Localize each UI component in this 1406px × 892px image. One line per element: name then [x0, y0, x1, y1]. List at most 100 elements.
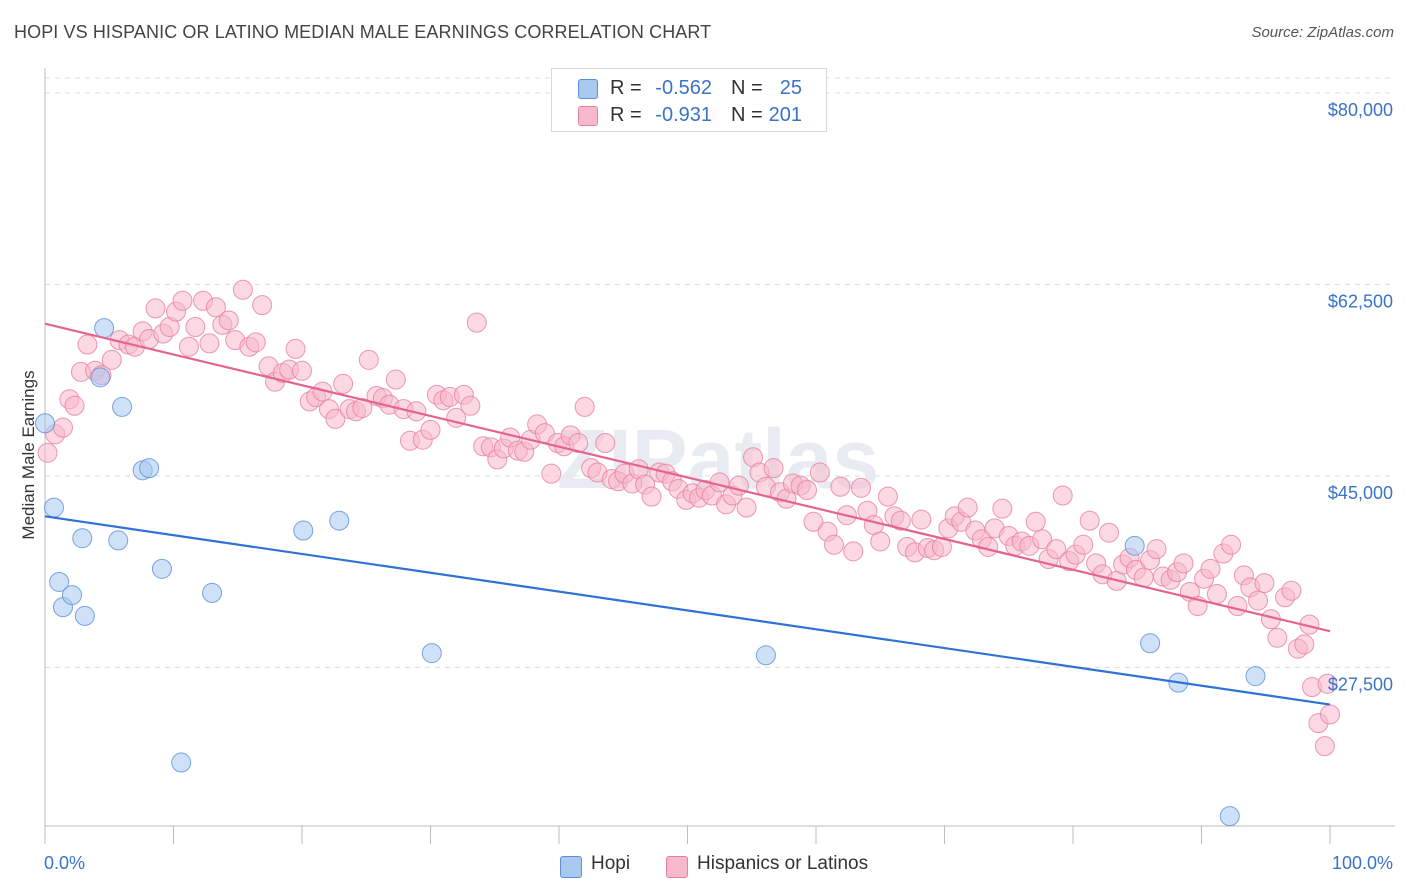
hopi-point	[72, 528, 93, 549]
r-value: -0.931	[655, 104, 712, 126]
hispanic-point	[541, 463, 562, 484]
hispanic-point	[352, 397, 373, 418]
hispanic-point	[763, 458, 784, 479]
hispanic-point	[145, 298, 166, 319]
hispanic-point	[830, 476, 851, 497]
hispanic-point	[1206, 584, 1227, 605]
r-label: R =	[610, 104, 642, 126]
legend-row-hopi: R = -0.562 N = 25	[552, 75, 826, 101]
trend-lines	[44, 322, 1331, 706]
data-points	[35, 279, 1340, 827]
hispanic-point	[52, 417, 73, 438]
hispanic-point	[292, 360, 312, 381]
hispanic-point	[1073, 534, 1094, 555]
hispanic-point	[245, 332, 266, 353]
hispanic-point	[736, 497, 757, 518]
y-tick-label: $27,500	[1328, 674, 1393, 694]
hispanic-point	[1281, 580, 1302, 601]
hopi-point	[755, 645, 776, 666]
hopi-point	[35, 413, 55, 434]
legend-label: Hispanics or Latinos	[697, 853, 869, 874]
legend-label: Hopi	[591, 853, 631, 874]
x-tick-label-max: 100.0%	[1332, 853, 1393, 873]
hopi-point	[1245, 666, 1266, 687]
hispanic-point	[1146, 539, 1167, 560]
r-value: -0.562	[655, 77, 712, 99]
tick-labels: $27,500 $45,000 $62,500 $80,000 0.0% 100.0%	[44, 100, 1393, 873]
hopi-point	[1124, 535, 1145, 556]
hispanic-point	[843, 541, 864, 562]
hopi-point	[108, 530, 129, 551]
y-axis-label: Median Male Earnings	[19, 370, 38, 539]
hispanic-point	[37, 442, 58, 463]
hispanic-trend-line	[44, 322, 1331, 633]
n-value: 201	[768, 104, 802, 126]
hispanic-point	[172, 290, 193, 311]
hopi-swatch	[578, 79, 598, 99]
hispanic-point	[178, 336, 199, 357]
hopi-point	[94, 318, 115, 339]
hispanic-point	[595, 433, 616, 453]
hispanic-point	[1294, 634, 1315, 655]
hispanic-point	[358, 349, 379, 370]
hispanic-point	[957, 497, 978, 518]
hispanic-point	[333, 373, 354, 394]
hispanic-swatch	[578, 106, 598, 126]
hispanic-point	[797, 480, 818, 501]
source-label: Source: ZipAtlas.com	[1251, 24, 1394, 41]
hispanic-point	[823, 534, 844, 555]
hopi-trend-line	[44, 515, 1331, 706]
hispanic-point	[1267, 627, 1288, 648]
hispanic-point	[850, 477, 871, 498]
hispanic-point	[185, 317, 206, 338]
hispanic-point	[285, 338, 306, 359]
hispanic-point	[803, 511, 824, 532]
hopi-point	[202, 582, 223, 603]
hopi-point	[1140, 633, 1161, 654]
hispanic-point	[911, 509, 932, 530]
n-label: N =	[731, 77, 763, 99]
hispanic-point	[641, 486, 662, 507]
hopi-point	[293, 520, 314, 541]
hispanic-point	[568, 433, 589, 453]
hopi-point	[74, 605, 95, 626]
hispanic-point	[1079, 510, 1100, 531]
r-label: R =	[610, 77, 642, 99]
hopi-point	[151, 558, 172, 579]
hispanic-point	[232, 279, 253, 300]
hispanic-point	[877, 486, 898, 507]
hopi-point	[49, 571, 70, 592]
hispanic-point	[466, 312, 487, 333]
hispanic-point	[77, 334, 98, 355]
hopi-point	[90, 367, 111, 388]
hispanic-point	[1173, 553, 1194, 574]
hispanic-point	[1320, 704, 1340, 725]
correlation-legend: R = -0.562 N = 25 R = -0.931 N = 201	[551, 68, 827, 132]
hopi-point	[112, 396, 133, 417]
hopi-point	[139, 458, 160, 479]
hopi-point	[43, 497, 64, 518]
n-label: N =	[731, 104, 763, 126]
hispanic-point	[1200, 558, 1221, 579]
hopi-point	[421, 643, 442, 664]
hispanic-point	[460, 395, 481, 416]
hispanic-point	[101, 349, 122, 370]
hopi-point	[1219, 806, 1240, 827]
hispanic-point	[1032, 529, 1053, 550]
hispanic-point	[1098, 522, 1119, 543]
hopi-point	[329, 510, 350, 531]
hispanic-point	[574, 396, 595, 417]
hispanic-point	[1025, 511, 1046, 532]
y-tick-label: $45,000	[1328, 483, 1393, 503]
hispanic-point	[199, 333, 220, 354]
hispanic-point	[809, 462, 830, 483]
hispanic-point	[1221, 534, 1242, 555]
x-tick-label-min: 0.0%	[44, 853, 85, 873]
hispanic-point	[325, 408, 346, 429]
n-value: 25	[779, 77, 802, 99]
hopi-point	[171, 752, 192, 773]
legend-row-hispanic: R = -0.931 N = 201	[552, 102, 826, 128]
hispanic-point	[252, 295, 273, 316]
hispanic-point	[1248, 590, 1269, 611]
